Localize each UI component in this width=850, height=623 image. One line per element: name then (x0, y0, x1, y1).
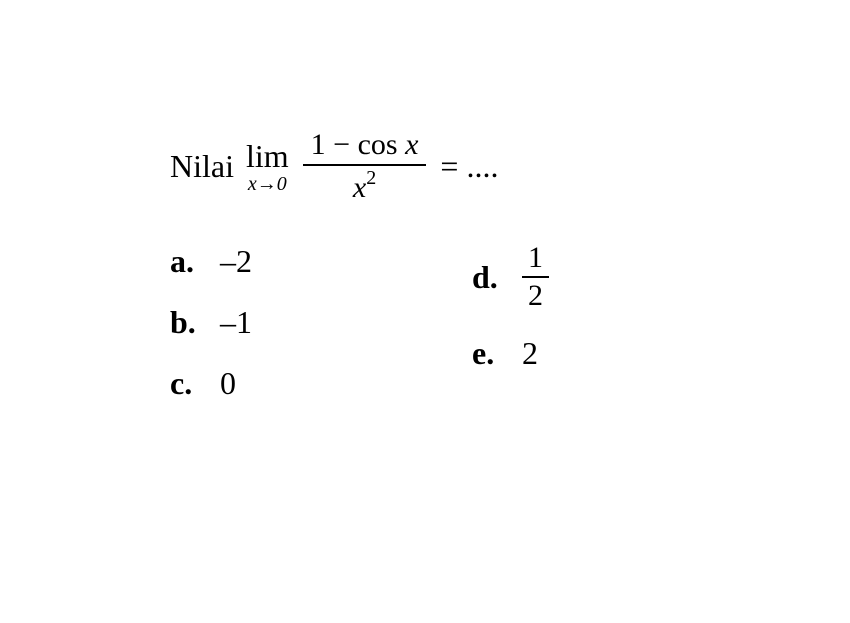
option-label: d. (472, 259, 522, 296)
option-c: c. 0 (170, 365, 252, 402)
option-e: e. 2 (472, 335, 549, 372)
prefix-text: Nilai (170, 148, 234, 185)
main-fraction: 1 − cos x x2 (303, 130, 427, 203)
lim-subscript: x→0 (248, 174, 287, 194)
options-right-column: d. 1 2 e. 2 (472, 243, 549, 402)
option-a: a. –2 (170, 243, 252, 280)
option-label: a. (170, 243, 220, 280)
numerator: 1 − cos x (303, 130, 427, 164)
option-d: d. 1 2 (472, 243, 549, 311)
fraction-denominator: 2 (522, 278, 549, 311)
option-value: 2 (522, 335, 538, 372)
option-label: c. (170, 365, 220, 402)
option-value: 0 (220, 365, 236, 402)
question-expression: Nilai lim x→0 1 − cos x x2 = .... (170, 130, 730, 203)
option-label: b. (170, 304, 220, 341)
equals-blank: = .... (440, 148, 498, 185)
math-problem: Nilai lim x→0 1 − cos x x2 = .... a. –2 (170, 130, 730, 402)
option-value: –2 (220, 243, 252, 280)
option-value-fraction: 1 2 (522, 243, 549, 311)
answer-options: a. –2 b. –1 c. 0 d. 1 2 e. (170, 243, 730, 402)
option-label: e. (472, 335, 522, 372)
limit-notation: lim x→0 (246, 140, 289, 194)
denominator: x2 (345, 166, 384, 203)
option-b: b. –1 (170, 304, 252, 341)
fraction-numerator: 1 (522, 243, 549, 276)
option-value: –1 (220, 304, 252, 341)
lim-symbol: lim (246, 140, 289, 172)
options-left-column: a. –2 b. –1 c. 0 (170, 243, 252, 402)
